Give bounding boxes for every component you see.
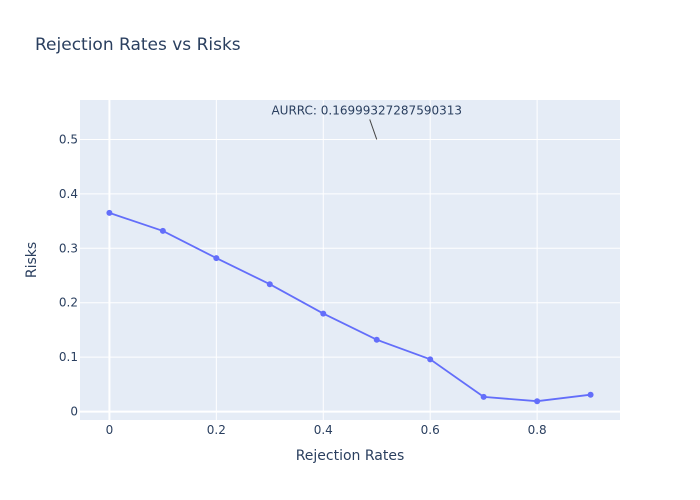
x-tick-labels: 0 0.2 0.4 0.6 0.8 <box>106 423 547 437</box>
y-tick-label: 0.1 <box>59 350 78 364</box>
data-point <box>266 281 273 288</box>
plot-background <box>80 100 620 420</box>
data-point <box>480 393 487 400</box>
data-point <box>106 209 113 216</box>
y-tick-label: 0.4 <box>59 187 78 201</box>
y-tick-label: 0.3 <box>59 241 78 255</box>
series-line <box>109 212 591 403</box>
x-tick-label: 0 <box>106 423 114 437</box>
y-axis-label: Risks <box>24 242 40 278</box>
chart-title: Rejection Rates vs Risks <box>35 35 241 55</box>
data-point <box>320 310 327 317</box>
x-tick-label: 0.4 <box>314 423 333 437</box>
y-tick-labels: 0 0.1 0.2 0.3 0.4 0.5 <box>59 132 78 418</box>
y-tick-label: 0.2 <box>59 296 78 310</box>
gridlines <box>80 100 620 420</box>
x-tick-label: 0.6 <box>421 423 440 437</box>
data-point <box>159 227 166 234</box>
data-point <box>373 336 380 343</box>
x-axis-label: Rejection Rates <box>296 448 405 464</box>
annotation-arrow <box>369 119 378 140</box>
y-tick-label: 0.5 <box>59 132 78 146</box>
data-points <box>106 209 594 405</box>
x-tick-label: 0.8 <box>528 423 547 437</box>
annotations: AURRC: 0.16999327287590313 <box>271 103 462 140</box>
data-point <box>587 391 594 398</box>
annotation-label: AURRC: 0.16999327287590313 <box>271 103 462 117</box>
data-point <box>534 398 541 405</box>
data-point <box>213 255 220 262</box>
x-tick-label: 0.2 <box>207 423 226 437</box>
data-point <box>427 356 434 363</box>
y-tick-label: 0 <box>70 405 78 419</box>
